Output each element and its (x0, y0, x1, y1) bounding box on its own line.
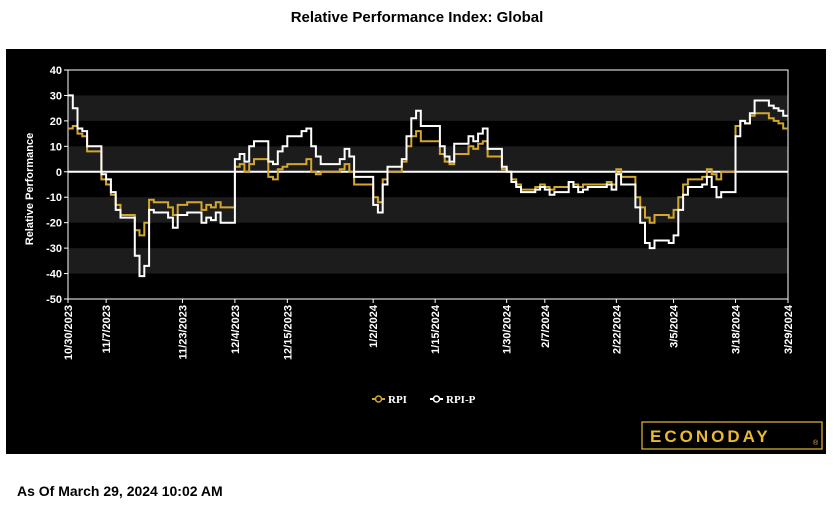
grid-bands (67, 69, 789, 300)
grid-band (68, 95, 788, 121)
x-tick-label: 3/18/2024 (731, 304, 743, 354)
x-tick-label: 1/15/2024 (430, 304, 442, 354)
legend-swatch-marker (374, 395, 383, 403)
x-tick-label: 2/7/2024 (540, 304, 552, 348)
y-tick-label: -30 (46, 243, 62, 255)
y-axis-label: Relative Performance (24, 133, 36, 246)
series-line-rpi-p (68, 94, 788, 278)
y-tick-label: -50 (46, 294, 62, 306)
chart-panel: 40 30 20 10 0 -10 -20 -30 -40 -50 10/30/2023 11/7/… (6, 49, 826, 454)
grid-band (68, 248, 788, 274)
x-tick-label: 11/7/2023 (101, 305, 113, 353)
line-chart: 40 30 20 10 0 -10 -20 -30 -40 -50 10/30/2023 11/7/… (24, 65, 823, 450)
series-lines (68, 94, 788, 278)
y-tick-label: -10 (46, 192, 62, 204)
y-tick-label: 0 (56, 167, 62, 179)
y-tick-label: 40 (50, 65, 62, 77)
y-axis: 40 30 20 10 0 -10 -20 -30 -40 -50 (46, 65, 788, 306)
x-tick-label: 1/30/2024 (502, 304, 514, 354)
brand-name: ECONODAY (650, 427, 771, 446)
as-of-timestamp: As Of March 29, 2024 10:02 AM (17, 483, 223, 499)
x-tick-label: 12/4/2023 (230, 305, 242, 354)
y-tick-label: 30 (50, 90, 62, 102)
x-tick-label: 1/2/2024 (368, 304, 380, 348)
x-tick-label: 11/23/2023 (177, 305, 189, 359)
x-tick-label: 2/22/2024 (611, 304, 623, 354)
y-tick-label: 10 (50, 141, 62, 153)
legend-swatch-marker (432, 395, 441, 403)
econoday-logo[interactable]: ECONODAY ® (641, 421, 823, 450)
x-tick-label: 12/15/2023 (282, 305, 294, 360)
logo-frame (641, 421, 823, 450)
legend: RPI RPI-P (372, 394, 476, 406)
brand-registered-mark: ® (813, 439, 819, 447)
legend-label: RPI (388, 394, 407, 406)
x-tick-label: 3/29/2024 (783, 304, 795, 354)
x-tick-label: 10/30/2023 (63, 305, 75, 360)
x-axis: 10/30/2023 11/7/2023 11/23/2023 12/4/2023 12… (63, 299, 795, 360)
legend-label: RPI-P (446, 394, 476, 406)
y-tick-label: -20 (46, 218, 62, 230)
grid-band (68, 146, 788, 172)
chart-title: Relative Performance Index: Global (290, 9, 544, 26)
y-tick-label: -40 (46, 269, 62, 281)
y-tick-label: 20 (50, 116, 62, 128)
x-tick-label: 3/5/2024 (669, 304, 681, 348)
